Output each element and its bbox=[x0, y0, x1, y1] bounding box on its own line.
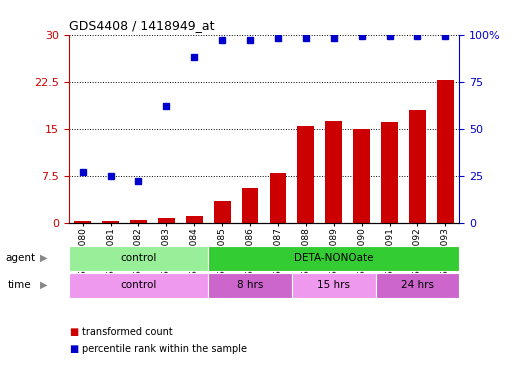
Bar bbox=[270, 172, 286, 223]
Text: 8 hrs: 8 hrs bbox=[237, 280, 263, 290]
Text: transformed count: transformed count bbox=[82, 327, 173, 337]
Bar bbox=[208, 273, 292, 298]
Text: control: control bbox=[120, 280, 157, 290]
Bar bbox=[208, 246, 459, 271]
Text: agent: agent bbox=[5, 253, 35, 263]
Bar bbox=[74, 222, 91, 223]
Bar bbox=[437, 80, 454, 223]
Bar bbox=[381, 122, 398, 223]
Bar bbox=[158, 218, 175, 223]
Bar bbox=[186, 217, 203, 223]
Text: ▶: ▶ bbox=[40, 280, 48, 290]
Bar bbox=[102, 221, 119, 223]
Bar bbox=[69, 246, 208, 271]
Text: control: control bbox=[120, 253, 157, 263]
Text: DETA-NONOate: DETA-NONOate bbox=[294, 253, 373, 263]
Bar bbox=[297, 126, 314, 223]
Text: percentile rank within the sample: percentile rank within the sample bbox=[82, 344, 247, 354]
Text: ■: ■ bbox=[69, 327, 78, 337]
Text: time: time bbox=[8, 280, 32, 290]
Bar bbox=[242, 188, 258, 223]
Bar bbox=[409, 110, 426, 223]
Text: ■: ■ bbox=[69, 344, 78, 354]
Bar bbox=[353, 129, 370, 223]
Bar bbox=[375, 273, 459, 298]
Bar bbox=[214, 201, 231, 223]
Bar bbox=[130, 220, 147, 223]
Bar bbox=[325, 121, 342, 223]
Bar bbox=[292, 273, 375, 298]
Text: ▶: ▶ bbox=[40, 253, 48, 263]
Text: 24 hrs: 24 hrs bbox=[401, 280, 434, 290]
Text: 15 hrs: 15 hrs bbox=[317, 280, 350, 290]
Text: GDS4408 / 1418949_at: GDS4408 / 1418949_at bbox=[69, 19, 214, 32]
Bar bbox=[69, 273, 208, 298]
